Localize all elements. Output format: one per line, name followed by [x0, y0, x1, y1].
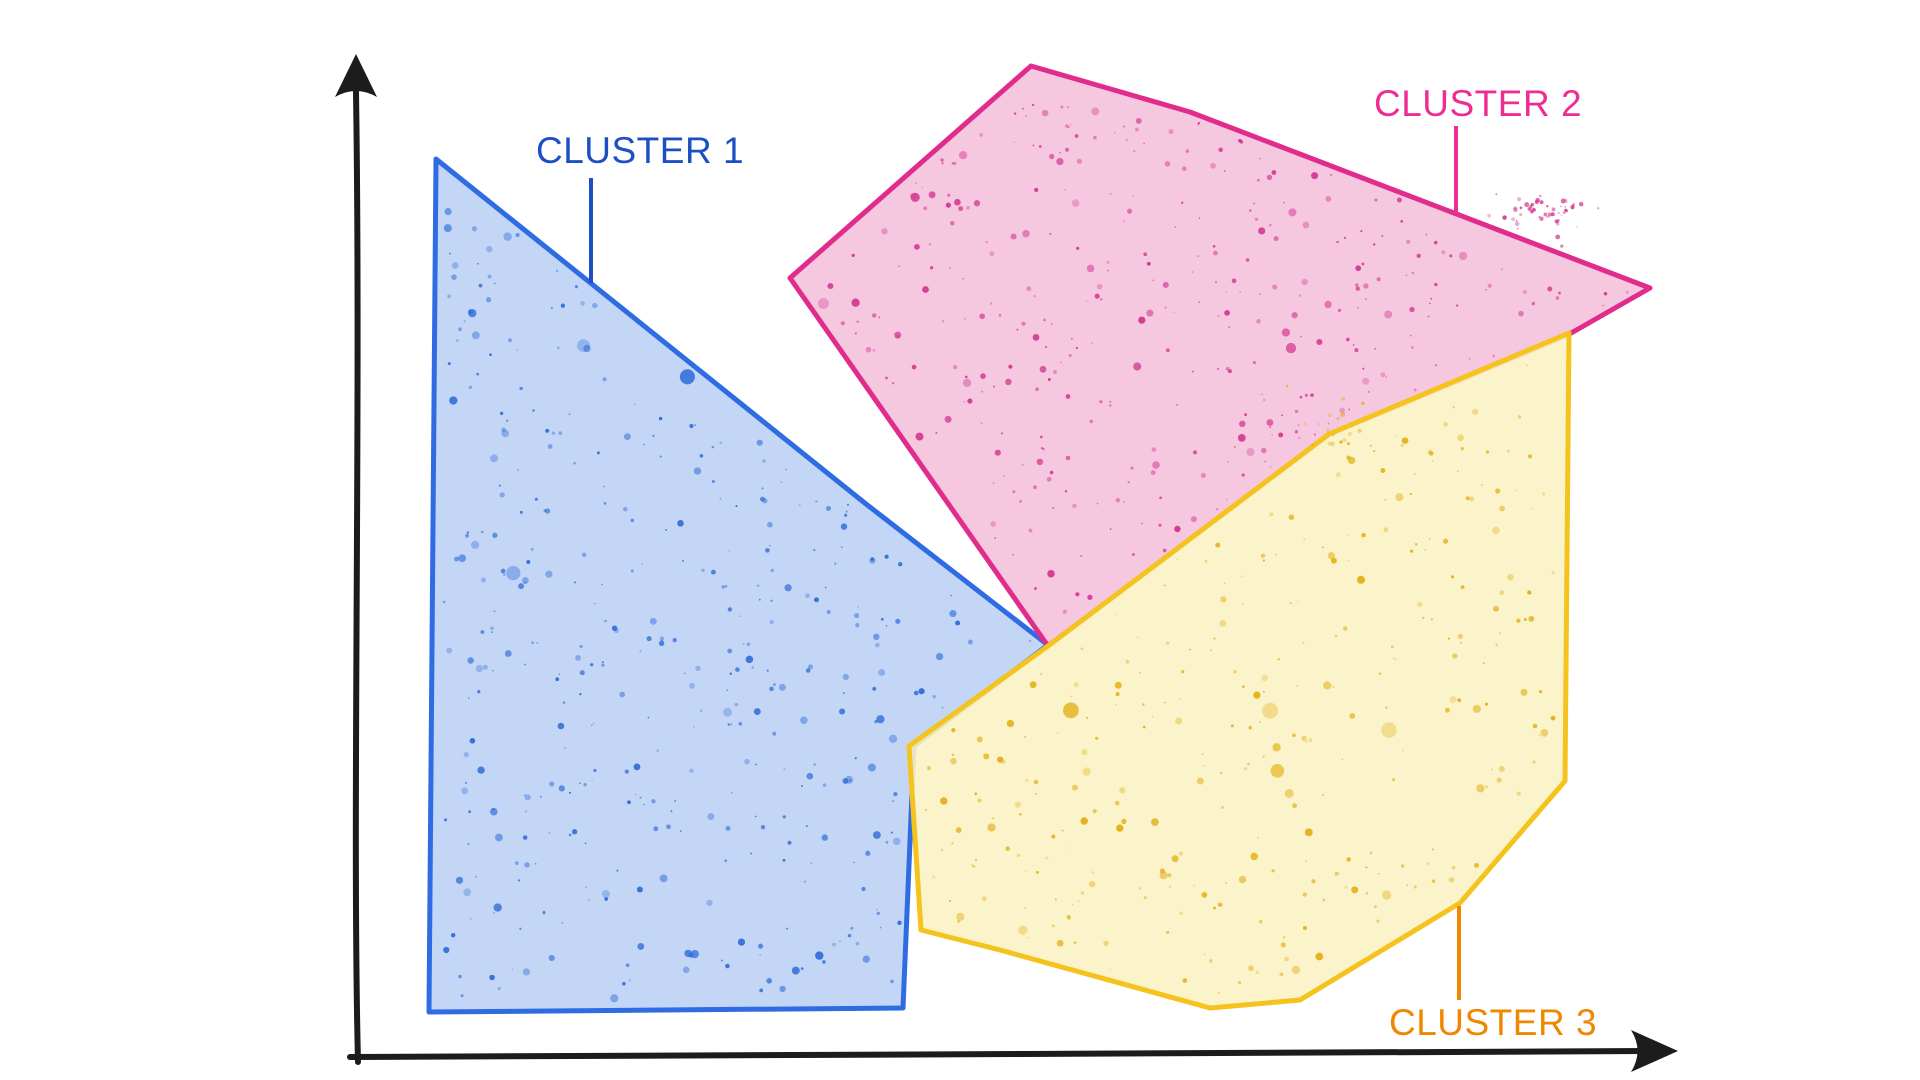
- y-axis-arrowhead: [335, 54, 377, 97]
- cluster-1-points: [443, 208, 1032, 1003]
- x-axis-line: [347, 1048, 1649, 1060]
- x-axis-arrowhead: [1631, 1030, 1678, 1072]
- cluster-2-points: [817, 103, 1629, 614]
- label-leader-lines: [589, 126, 1461, 1000]
- cluster-regions: [426, 63, 1653, 1015]
- cluster-2-label: CLUSTER 2: [1373, 83, 1583, 124]
- cluster-3-label: CLUSTER 3: [1388, 1002, 1598, 1043]
- scatter-points: [443, 103, 1629, 1003]
- cluster-3-region: [906, 330, 1572, 1011]
- cluster-3-points: [925, 364, 1556, 994]
- axes: [335, 54, 1678, 1072]
- cluster-1-label: CLUSTER 1: [535, 130, 745, 171]
- y-axis-line: [352, 89, 361, 1065]
